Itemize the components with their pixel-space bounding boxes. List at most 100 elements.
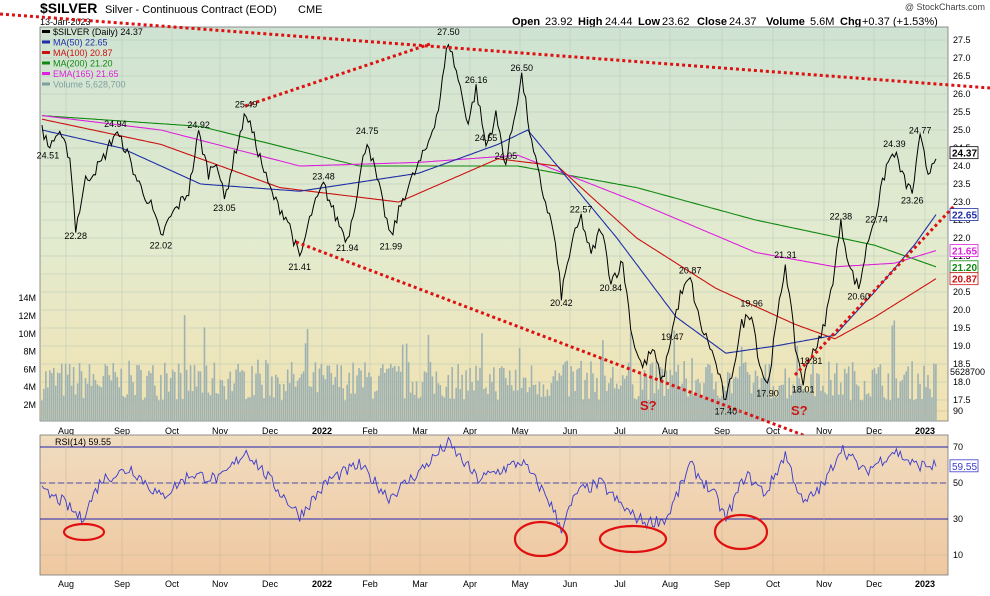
volume-bar [397, 366, 400, 421]
volume-bar [417, 398, 420, 421]
price-point-label: 26.16 [465, 75, 488, 85]
volume-bar [554, 370, 557, 421]
svg-text:23.62: 23.62 [662, 16, 690, 28]
volume-bar [187, 390, 190, 421]
trend-uptrend-line [793, 203, 957, 377]
volume-bar [49, 370, 51, 421]
volume-bar [546, 389, 549, 421]
volume-bar [116, 377, 119, 421]
volume-bar [681, 383, 683, 421]
volume-bar [334, 376, 337, 421]
volume-bar [504, 378, 507, 421]
price-tick-label: 23.5 [953, 179, 971, 189]
rsi-last-tag-text: 59.55 [952, 462, 977, 473]
volume-bar [915, 398, 917, 421]
volume-bar [370, 376, 372, 421]
volume-bar [828, 361, 830, 421]
price-point-label: 21.31 [774, 250, 797, 260]
volume-bar [376, 390, 378, 421]
volume-bar [267, 363, 269, 421]
volume-bar [834, 373, 836, 421]
volume-bar [384, 372, 386, 421]
volume-bar [631, 384, 634, 421]
volume-bar [237, 363, 239, 421]
volume-bar [58, 373, 61, 421]
volume-bar [391, 367, 394, 421]
legend-swatch [42, 61, 50, 65]
volume-bar [265, 360, 267, 421]
volume-bar [72, 367, 75, 421]
volume-bar [617, 388, 620, 421]
volume-bar [298, 377, 301, 421]
volume-bar [443, 397, 446, 421]
volume-bar [891, 325, 894, 421]
volume-bar [207, 392, 210, 421]
volume-bar [362, 387, 364, 421]
axis-value-tag-text: 21.20 [952, 263, 977, 274]
volume-bar [522, 377, 525, 421]
month-label: Oct [165, 426, 180, 436]
volume-bar [629, 332, 632, 421]
month-label: Sep [714, 426, 730, 436]
volume-bar [288, 383, 291, 421]
volume-bar [453, 398, 456, 421]
price-line [41, 43, 937, 401]
volume-bar [633, 398, 636, 421]
volume-bar [82, 398, 85, 421]
volume-bar [730, 393, 733, 421]
volume-bar [407, 362, 410, 421]
volume-bar [760, 378, 763, 421]
month-label: Dec [262, 426, 279, 436]
volume-bar [473, 390, 475, 421]
month-label: 2022 [312, 426, 332, 436]
volume-bar [863, 380, 866, 421]
volume-bar [590, 361, 592, 421]
volume-bar [907, 366, 909, 421]
volume-bar [304, 343, 307, 421]
volume-bar [405, 343, 408, 421]
volume-bar [294, 386, 297, 421]
volume-bar [933, 363, 935, 421]
volume-bar [411, 381, 414, 421]
volume-bar [826, 394, 828, 421]
volume-bar [552, 376, 555, 421]
volume-bar [173, 371, 176, 421]
volume-bar [471, 382, 473, 421]
volume-bar [512, 390, 515, 421]
volume-tick-label: 12M [18, 311, 36, 321]
legend-item: MA(200) 21.20 [53, 59, 113, 69]
volume-bar [665, 370, 668, 421]
volume-bar [150, 373, 152, 421]
volume-bar [865, 394, 868, 421]
month-label: Aug [58, 579, 74, 589]
volume-bar [839, 382, 842, 421]
volume-bar [855, 384, 858, 421]
volume-bar [491, 381, 493, 421]
volume-bar [784, 368, 787, 421]
volume-bar [895, 378, 898, 421]
volume-bar [867, 393, 870, 421]
volume-bar [201, 392, 204, 421]
volume-last-label: 5628700 [950, 367, 985, 377]
volume-bar [235, 369, 237, 421]
volume-bar [794, 389, 796, 421]
price-point-label: 22.02 [150, 240, 173, 250]
volume-tick-label: 2M [23, 400, 36, 410]
volume-bar [342, 388, 345, 421]
volume-bar [707, 363, 709, 421]
volume-bar [195, 386, 198, 421]
price-point-label: 25.49 [235, 99, 258, 109]
volume-bar [457, 364, 459, 421]
legend-swatch [42, 72, 50, 75]
volume-bar [203, 327, 206, 421]
volume-bar [843, 368, 846, 421]
volume-bar [445, 386, 448, 421]
trend-rise-line [244, 42, 431, 108]
volume-bar [602, 340, 604, 421]
volume-bar [768, 363, 771, 421]
legend-swatch [42, 51, 50, 54]
volume-bar [88, 364, 91, 421]
volume-bar [346, 384, 348, 421]
volume-bar [366, 376, 368, 421]
